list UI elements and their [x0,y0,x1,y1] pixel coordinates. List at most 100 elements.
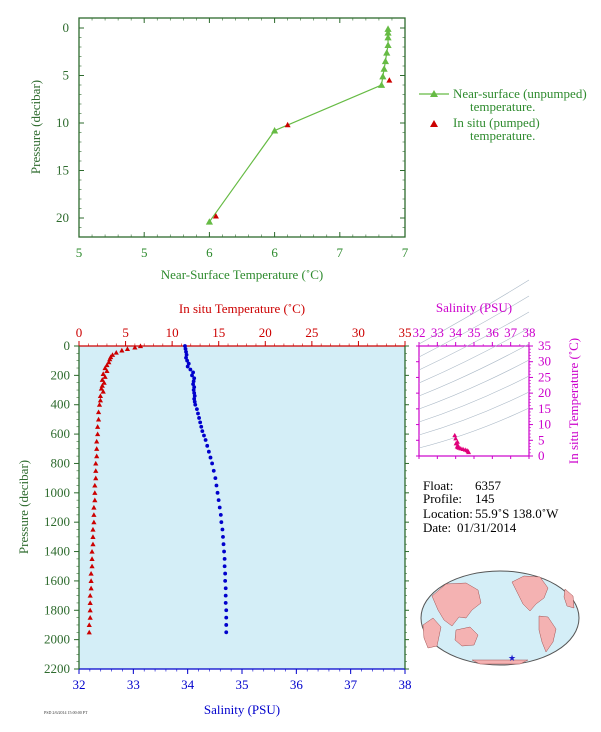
salinity-point [220,527,225,532]
temperature-point [98,385,104,391]
top-x-tick-label: 7 [337,245,344,260]
ts-point [453,441,459,446]
profile-top-axis-label: In situ Temperature (˚C) [179,301,305,316]
salinity-point [214,483,219,488]
salinity-axis-tick-label: 38 [399,677,412,692]
australia-landmass [454,626,479,647]
pressure-axis-tick-label: 1400 [44,544,70,559]
ts-temp-tick-label: 20 [538,385,551,400]
temperature-point [88,570,94,576]
pressure-axis-tick-label: 0 [64,338,71,353]
salinity-point [184,349,188,354]
date-label: Date: [423,520,451,535]
salinity-point [199,424,204,429]
temperature-point [107,356,113,362]
ts-density-contour [418,391,530,436]
temperature-point [92,482,98,488]
ts-salinity-tick-label: 34 [449,325,463,340]
salinity-axis-tick-label: 33 [127,677,140,692]
salinity-point [223,586,228,591]
top-y-tick-label: 5 [63,68,70,83]
salinity-point [217,505,222,510]
salinity-point [203,438,208,442]
unpumped-temperature-point [384,41,392,48]
ts-salinity-tick-label: 32 [413,325,426,340]
top-x-tick-label: 6 [271,245,278,260]
ts-salinity-tick-label: 38 [523,325,536,340]
ts-right-axis-label: In situ Temperature (˚C) [566,338,581,464]
salinity-point [185,358,190,363]
temperature-point [89,548,95,554]
temperature-point [87,592,93,598]
top-x-tick-label: 6 [206,245,213,260]
temp-axis-tick-label: 15 [212,325,225,340]
ts-point [454,444,460,449]
salinity-point [222,549,226,554]
temperature-point [94,438,100,444]
top-y-tick-label: 0 [63,20,70,35]
salinity-point [223,579,228,583]
profile-value: 145 [475,491,495,506]
pumped-temperature-point [284,121,291,128]
top-plot-frame [78,17,406,238]
ts-temp-tick-label: 30 [538,354,551,369]
temperature-point [89,563,95,569]
salinity-point [208,455,213,460]
ts-density-contour [418,343,530,397]
temperature-point [97,397,104,403]
temperature-point [88,578,94,583]
temperature-point [91,512,97,517]
salinity-point [224,630,229,635]
temperature-point [90,526,96,532]
temperature-point [91,519,97,525]
temperature-point [100,388,106,394]
ts-temp-tick-label: 5 [538,432,545,447]
temperature-point [93,468,99,473]
salinity-point [191,379,196,384]
profile-y-axis-label: Pressure (decibar) [16,460,31,554]
salinity-point [206,449,211,454]
salinity-point [202,433,206,438]
salinity-point [223,571,228,576]
salinity-point [192,391,197,395]
temperature-point [95,424,101,429]
profile-chart: 0 5 10 15 20 25 30 35 32 33 34 35 36 37 38 0 200 400 600 80… [16,301,412,717]
salinity-point [191,382,196,387]
unpumped-temperature-point [384,29,392,36]
south-america-landmass [538,615,557,653]
salinity-point [183,344,187,348]
ts-density-contour [418,327,530,384]
temp-axis-tick-label: 5 [122,325,129,340]
pressure-axis-tick-label: 2000 [44,632,70,647]
float-value: 6357 [475,478,502,493]
world-map: ★ [420,570,580,666]
ts-plot-frame [418,345,530,457]
unpumped-temperature-point [384,33,392,41]
temperature-point [106,359,112,365]
temperature-point [92,490,98,495]
ts-density-contour [418,295,530,358]
temperature-point [137,343,144,349]
salinity-point [210,461,215,466]
temp-axis-tick-label: 35 [399,325,412,340]
asia-landmass [431,582,482,627]
salinity-point [192,399,197,404]
ts-temp-tick-label: 0 [538,448,545,463]
temperature-point [95,409,102,415]
salinity-point [221,542,226,547]
ts-density-contour [418,359,530,410]
top-x-tick-label: 5 [76,245,83,260]
temperature-point [96,402,103,407]
ts-density-contour [418,279,530,345]
unpumped-temperature-point [377,81,386,88]
temp-axis-tick-label: 0 [76,325,83,340]
legend-marker-unpumped [430,90,438,97]
temperature-point [87,600,93,606]
temperature-point [86,629,92,635]
salinity-point [219,520,224,525]
salinity-point [193,402,198,407]
pumped-temperature-point [386,77,393,83]
salinity-point [192,385,197,390]
top-y-tick-label: 15 [56,163,69,178]
